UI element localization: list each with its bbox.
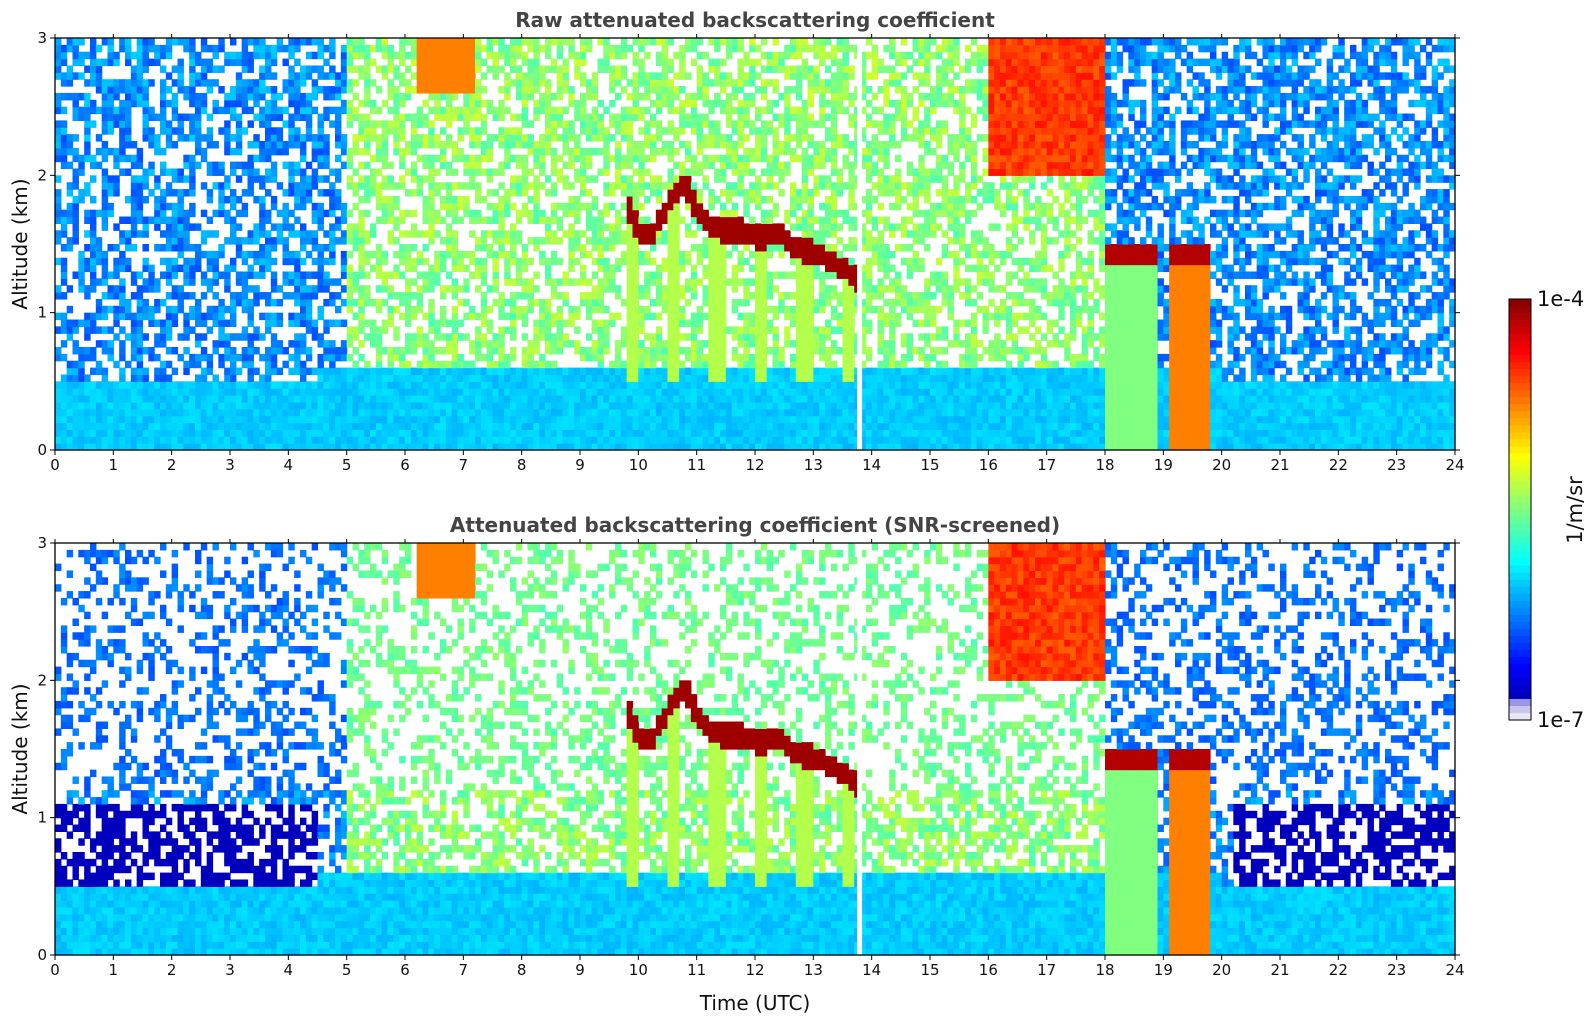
x-tick-label: 14 (862, 961, 881, 979)
y-tick-label: 2 (37, 671, 47, 689)
x-tick-label: 3 (225, 456, 235, 474)
x-tick-label: 4 (284, 961, 294, 979)
colorbar-gradient (1509, 299, 1531, 721)
colorbar: 1e-4 1e-7 1/m/sr (1509, 287, 1587, 732)
x-tick-label: 5 (342, 961, 352, 979)
x-tick-label: 9 (575, 456, 585, 474)
x-tick-label: 5 (342, 456, 352, 474)
x-tick-label: 16 (979, 456, 998, 474)
y-tick-label: 0 (37, 946, 47, 964)
x-tick-label: 10 (629, 961, 648, 979)
x-tick-label: 10 (629, 456, 648, 474)
x-tick-label: 1 (109, 961, 119, 979)
x-tick-label: 15 (920, 456, 939, 474)
x-tick-label: 15 (920, 961, 939, 979)
y-tick-label: 1 (37, 809, 47, 827)
x-tick-label: 22 (1329, 961, 1348, 979)
x-tick-label: 20 (1212, 456, 1231, 474)
x-tick-label: 7 (459, 961, 469, 979)
x-tick-label: 8 (517, 456, 527, 474)
x-tick-label: 2 (167, 961, 177, 979)
x-tick-label: 18 (1095, 456, 1114, 474)
colorbar-max-label: 1e-4 (1537, 287, 1584, 311)
top-panel-title: Raw attenuated backscattering coefficien… (515, 8, 995, 32)
bottom-heatmap (55, 543, 1456, 956)
y-tick-label: 2 (37, 166, 47, 184)
x-axis-label: Time (UTC) (699, 991, 811, 1015)
x-tick-label: 0 (50, 961, 60, 979)
x-tick-label: 12 (745, 961, 764, 979)
x-tick-label: 13 (804, 456, 823, 474)
x-tick-label: 17 (1037, 961, 1056, 979)
x-tick-label: 20 (1212, 961, 1231, 979)
x-tick-label: 4 (284, 456, 294, 474)
top-y-axis-label: Altitude (km) (8, 178, 32, 309)
x-tick-label: 11 (687, 961, 706, 979)
y-tick-label: 0 (37, 441, 47, 459)
x-tick-label: 9 (575, 961, 585, 979)
x-tick-label: 19 (1154, 456, 1173, 474)
x-tick-label: 3 (225, 961, 235, 979)
x-tick-label: 21 (1270, 456, 1289, 474)
x-tick-label: 16 (979, 961, 998, 979)
x-tick-label: 6 (400, 961, 410, 979)
x-tick-label: 12 (745, 456, 764, 474)
x-tick-label: 13 (804, 961, 823, 979)
colorbar-units-label: 1/m/sr (1563, 476, 1587, 544)
bottom-y-axis-label: Altitude (km) (8, 683, 32, 814)
x-tick-label: 6 (400, 456, 410, 474)
x-tick-label: 2 (167, 456, 177, 474)
bottom-panel-title: Attenuated backscattering coefficient (S… (450, 513, 1060, 537)
x-tick-label: 23 (1387, 961, 1406, 979)
top-heatmap (55, 38, 1456, 451)
x-tick-label: 22 (1329, 456, 1348, 474)
x-tick-label: 24 (1445, 961, 1464, 979)
x-tick-label: 17 (1037, 456, 1056, 474)
x-tick-label: 8 (517, 961, 527, 979)
x-tick-label: 19 (1154, 961, 1173, 979)
x-tick-label: 0 (50, 456, 60, 474)
x-tick-label: 18 (1095, 961, 1114, 979)
y-tick-label: 1 (37, 304, 47, 322)
x-tick-label: 1 (109, 456, 119, 474)
y-tick-label: 3 (37, 29, 47, 47)
colorbar-min-label: 1e-7 (1537, 708, 1584, 732)
bottom-panel: Attenuated backscattering coefficient (S… (8, 513, 1465, 1015)
x-tick-label: 24 (1445, 456, 1464, 474)
top-panel: Raw attenuated backscattering coefficien… (8, 8, 1465, 474)
x-tick-label: 21 (1270, 961, 1289, 979)
x-tick-label: 11 (687, 456, 706, 474)
x-tick-label: 7 (459, 456, 469, 474)
x-tick-label: 14 (862, 456, 881, 474)
y-tick-label: 3 (37, 534, 47, 552)
x-tick-label: 23 (1387, 456, 1406, 474)
